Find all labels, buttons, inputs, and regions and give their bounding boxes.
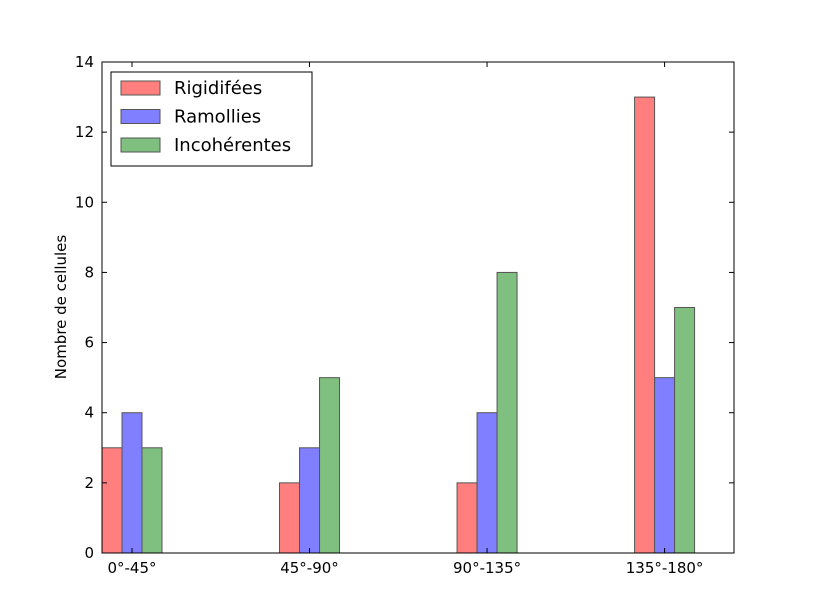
legend-label-ramollies: Ramollies [174,107,261,128]
legend-items: Rigidifées Ramollies Incohérentes [120,78,291,156]
bar-incohérentes-2 [319,377,341,554]
y-tick-label: 2 [84,474,94,492]
legend-label-rigidifées: Rigidifées [174,78,262,99]
y-tick-label: 6 [84,334,94,352]
bar-ramollies-4 [654,377,676,554]
bar-ramollies-1 [121,412,143,554]
y-tick-label: 12 [75,123,94,141]
x-tick-label: 0°-45° [107,559,156,577]
y-axis-ticks: 0 2 4 6 8 10 12 14 [75,53,734,562]
bar-rigidifées-4 [634,96,656,554]
bar-ramollies-3 [476,412,498,554]
bar-ramollies-2 [299,447,321,554]
x-tick-label: 135°-180° [626,559,704,577]
y-tick-label: 8 [84,263,94,281]
x-axis-ticks: 0°-45° 45°-90° 90°-135° 135°-180° [107,62,703,577]
y-tick-label: 4 [84,404,94,422]
x-tick-label: 45°-90° [280,559,339,577]
legend-label-incohérentes: Incohérentes [174,135,291,156]
y-axis-label: Nombre de cellules [52,235,70,380]
y-tick-label: 0 [84,544,94,562]
bar-incohérentes-1 [141,447,163,554]
legend-swatch-ramollies [120,109,161,124]
legend: Rigidifées Ramollies Incohérentes [110,71,313,167]
x-tick-label: 90°-135° [453,559,521,577]
legend-swatch-incohérentes [120,137,161,153]
y-tick-label: 10 [75,193,94,211]
bar-rigidifées-3 [456,482,478,554]
bar-incohérentes-3 [496,271,518,554]
plot-frame [101,61,735,554]
legend-swatch-rigidifées [120,80,161,96]
y-tick-label: 14 [75,53,94,71]
bar-rigidifées-2 [279,482,301,554]
bar-incohérentes-4 [674,307,696,554]
bar-rigidifées-1 [101,447,123,554]
bars-layer [101,96,696,554]
